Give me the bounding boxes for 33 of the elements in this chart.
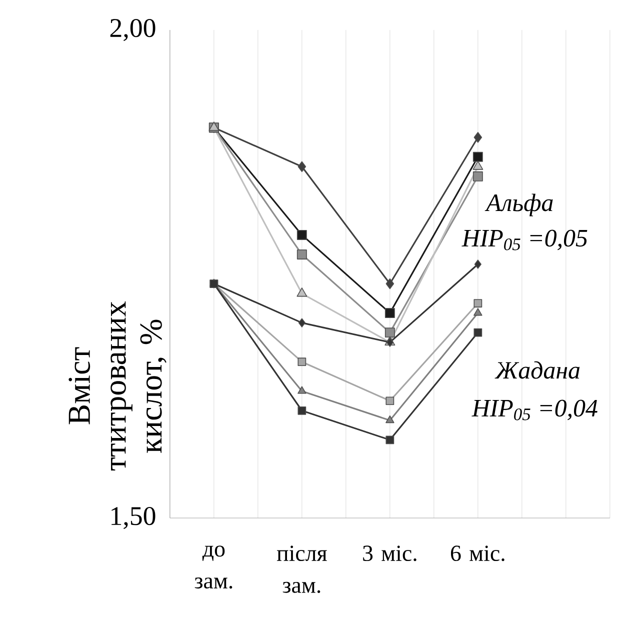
point xyxy=(472,152,483,162)
annotation: Альфа xyxy=(484,194,553,216)
annotation: НІР$_{05}$ =0,05 xyxy=(462,230,588,250)
point xyxy=(386,436,394,444)
point xyxy=(386,415,394,424)
point xyxy=(296,249,307,260)
x-tick-label: до зам. xyxy=(194,546,232,589)
y-axis-title: Вміст ттитрованих кислот, % xyxy=(68,301,166,471)
point xyxy=(298,358,306,366)
annotation: Жадана xyxy=(494,361,580,379)
point xyxy=(386,278,394,290)
y-tick-label: 2,00 xyxy=(110,18,156,42)
annotation: НІР$_{05}$ =0,04 xyxy=(472,400,598,420)
point xyxy=(474,299,482,308)
point xyxy=(384,308,395,318)
point xyxy=(474,132,482,143)
y-tick-label: 1,50 xyxy=(112,506,156,530)
point xyxy=(296,230,307,240)
point xyxy=(296,288,308,297)
point xyxy=(474,260,482,269)
x-tick-label: після зам. xyxy=(276,546,327,594)
point xyxy=(384,328,395,338)
x-tick-label: 3 міс. xyxy=(363,546,416,562)
point xyxy=(298,386,306,394)
point xyxy=(298,318,306,328)
point xyxy=(472,160,484,170)
point xyxy=(472,171,483,182)
point xyxy=(474,308,482,316)
point xyxy=(474,328,482,337)
x-tick-label: 6 міс. xyxy=(451,546,504,562)
point xyxy=(298,161,306,172)
point xyxy=(386,396,394,406)
point xyxy=(298,406,306,415)
